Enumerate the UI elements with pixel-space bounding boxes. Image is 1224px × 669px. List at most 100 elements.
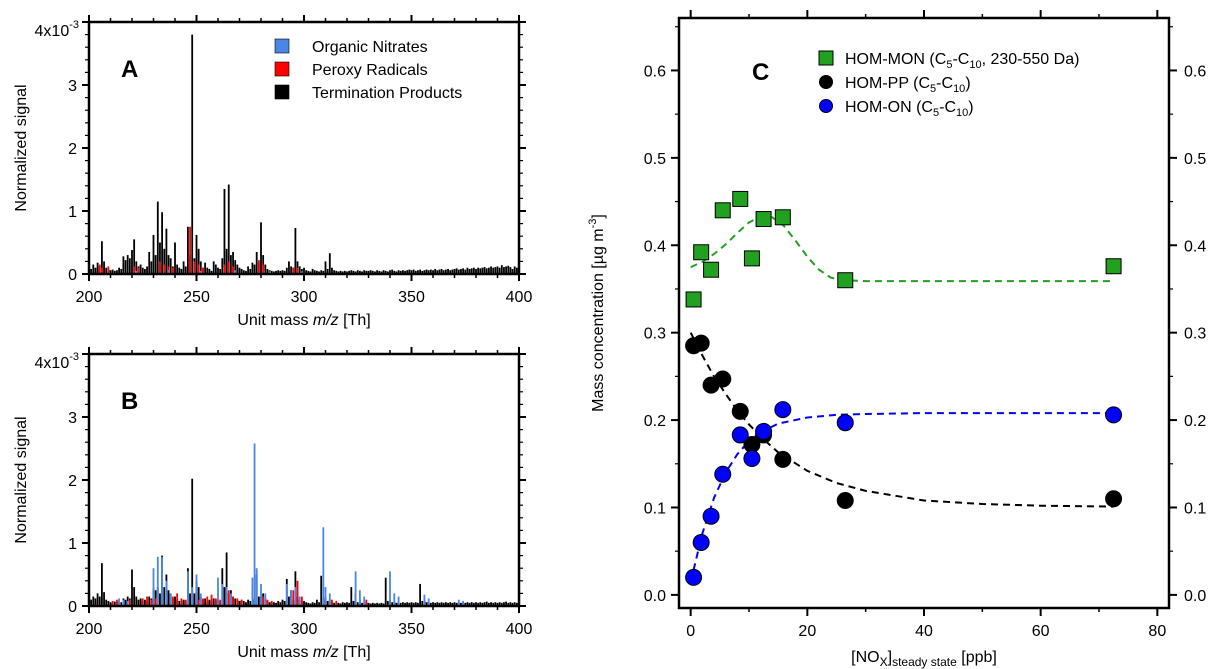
bar-termination-products <box>277 270 280 274</box>
bar-termination-products <box>298 266 301 274</box>
bar-termination-products <box>318 602 320 606</box>
bar-peroxy-radicals <box>296 580 299 606</box>
bar-termination-products <box>92 596 95 606</box>
marker-hom-mon <box>714 202 731 219</box>
bar-termination-products <box>457 269 460 274</box>
bar-termination-products <box>449 270 452 274</box>
bar-termination-products <box>384 577 387 606</box>
bar-termination-products <box>275 602 277 606</box>
bar-organic-nitrates <box>122 599 125 606</box>
bar-termination-products <box>429 269 432 274</box>
bar-termination-products <box>404 270 406 274</box>
bar-termination-products <box>326 600 329 606</box>
bar-organic-nitrates <box>264 593 267 606</box>
bar-organic-nitrates <box>359 590 361 606</box>
marker-hom-on <box>692 533 710 551</box>
y-tick-label: 0.0 <box>644 588 666 605</box>
bar-termination-products <box>490 266 492 274</box>
bar-organic-nitrates <box>462 600 464 606</box>
bar-termination-products <box>309 271 312 274</box>
bar-termination-products <box>496 602 499 606</box>
bar-termination-products <box>245 270 247 274</box>
bar-termination-products <box>260 222 262 274</box>
bar-termination-products <box>159 242 161 274</box>
bar-termination-products <box>316 599 318 606</box>
bar-termination-products <box>402 270 404 274</box>
bar-termination-products <box>483 602 486 606</box>
bar-termination-products <box>472 602 475 606</box>
bar-termination-products <box>481 267 484 274</box>
bar-termination-products <box>492 602 495 606</box>
marker-hom-on <box>714 465 732 483</box>
bar-organic-nitrates <box>423 594 426 606</box>
bar-termination-products <box>507 265 510 274</box>
bar-termination-products <box>225 552 228 606</box>
bar-termination-products <box>133 587 136 606</box>
bar-termination-products <box>251 262 254 274</box>
bar-termination-products <box>399 602 402 606</box>
bar-termination-products <box>290 266 292 274</box>
bar-termination-products <box>161 212 163 274</box>
bar-termination-products <box>326 268 329 274</box>
bar-termination-products <box>380 602 383 606</box>
bar-peroxy-radicals <box>232 266 234 274</box>
bar-termination-products <box>316 270 318 274</box>
bar-termination-products <box>247 266 249 274</box>
bar-termination-products <box>453 268 456 274</box>
bar-termination-products <box>337 271 340 274</box>
bar-termination-products <box>174 242 176 274</box>
bar-organic-nitrates <box>260 583 262 606</box>
x-tick-label: 250 <box>183 289 210 306</box>
bar-termination-products <box>445 602 447 606</box>
bar-termination-products <box>199 261 202 274</box>
bar-peroxy-radicals <box>171 596 174 606</box>
y-tick-label: 0.1 <box>644 500 666 517</box>
bar-termination-products <box>503 602 505 606</box>
bar-termination-products <box>154 590 157 606</box>
bar-termination-products <box>324 261 327 274</box>
bar-termination-products <box>505 601 507 606</box>
bar-termination-products <box>460 268 462 274</box>
bar-organic-nitrates <box>156 556 159 606</box>
bar-termination-products <box>419 583 421 606</box>
bar-organic-nitrates <box>234 270 237 274</box>
bar-peroxy-radicals <box>232 596 234 606</box>
bar-termination-products <box>148 251 151 274</box>
panel-a: 200 250 300 350 400 0 1 2 3 4x10-3 Unit mass m/z [… <box>13 15 532 329</box>
bar-peroxy-radicals <box>296 267 299 274</box>
bar-termination-products <box>206 267 209 274</box>
bar-termination-products <box>488 602 490 606</box>
legend-label: Termination Products <box>312 85 462 102</box>
bar-organic-nitrates <box>363 596 366 606</box>
bar-termination-products <box>214 264 217 274</box>
bar-peroxy-radicals <box>365 599 368 606</box>
bar-termination-products <box>346 271 348 274</box>
bar-peroxy-radicals <box>262 264 265 274</box>
bar-peroxy-radicals <box>257 260 260 274</box>
x-tick-label: 0 <box>686 623 695 640</box>
bar-peroxy-radicals <box>292 590 295 606</box>
bar-termination-products <box>475 268 477 274</box>
marker-hom-on <box>743 450 761 468</box>
panel-c: 0 20 40 60 80 0.0 0.0 0.1 0.1 0.2 0.2 0.3 0.3 0.4 0.4 0… <box>587 10 1206 669</box>
bar-termination-products <box>500 602 503 606</box>
y-tick-label-right: 0.2 <box>1184 413 1206 430</box>
bar-termination-products <box>509 267 512 274</box>
bar-termination-products <box>96 262 99 274</box>
bar-termination-products <box>475 602 477 606</box>
bar-termination-products <box>105 599 108 606</box>
y-exponent-label: 4x10-3 <box>35 19 79 40</box>
bar-termination-products <box>468 602 471 606</box>
marker-hom-on <box>702 507 720 525</box>
bar-termination-products <box>494 267 497 274</box>
bar-peroxy-radicals <box>223 264 226 274</box>
bar-termination-products <box>333 270 335 274</box>
bar-termination-products <box>107 600 110 606</box>
bar-organic-nitrates <box>118 598 120 606</box>
bar-termination-products <box>98 596 101 606</box>
bar-termination-products <box>180 268 183 274</box>
x-tick-label: 200 <box>76 621 103 638</box>
bar-peroxy-radicals <box>292 267 295 274</box>
bar-termination-products <box>432 270 434 274</box>
